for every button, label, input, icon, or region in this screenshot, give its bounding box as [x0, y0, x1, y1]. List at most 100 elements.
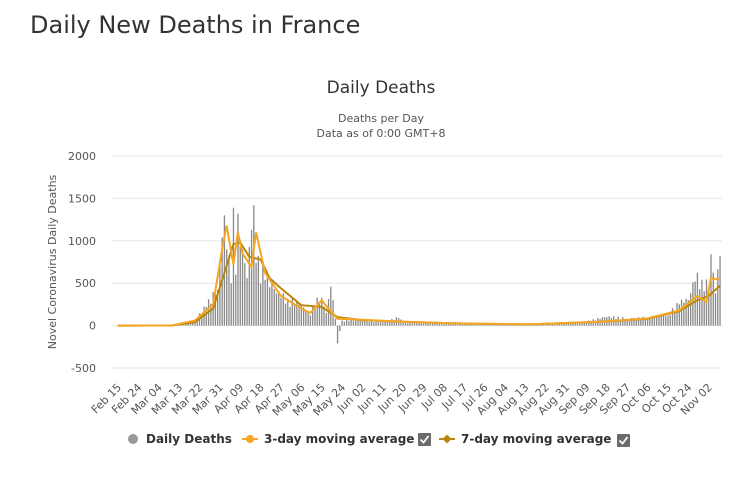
daily-deaths-bar	[287, 301, 289, 326]
daily-deaths-bar	[201, 314, 203, 326]
legend-item-3-day-average[interactable]: 3-day moving average	[242, 432, 414, 446]
legend-3-day-marker	[246, 435, 254, 443]
daily-deaths-bar	[708, 289, 710, 326]
daily-deaths-bar	[445, 322, 447, 326]
daily-deaths-bar	[377, 322, 379, 326]
chart-title: Daily Deaths	[327, 78, 436, 98]
daily-deaths-bar	[431, 323, 434, 326]
daily-deaths-bar	[635, 318, 637, 326]
daily-deaths-bar	[418, 323, 420, 326]
legend-3-day-checkbox[interactable]	[418, 433, 431, 446]
daily-deaths-bar	[560, 324, 563, 326]
daily-deaths-bar	[669, 315, 671, 326]
daily-deaths-bar	[343, 321, 346, 326]
daily-deaths-bar	[590, 321, 592, 326]
daily-deaths-bar	[370, 320, 373, 326]
daily-deaths-bar	[640, 318, 642, 326]
daily-deaths-bar	[352, 320, 355, 326]
daily-deaths-bar	[551, 323, 554, 326]
daily-deaths-bar	[416, 322, 418, 326]
daily-deaths-bar	[683, 302, 685, 326]
daily-deaths-bar	[348, 321, 350, 326]
daily-deaths-bar	[280, 297, 282, 326]
daily-deaths-bar	[631, 318, 633, 326]
legend-item-7-day-average[interactable]: 7-day moving average	[439, 432, 611, 446]
daily-deaths-bar	[309, 315, 312, 326]
daily-deaths-bar	[323, 306, 325, 326]
daily-deaths-bar	[413, 323, 416, 326]
daily-deaths-bar	[506, 324, 508, 326]
daily-deaths-bar	[232, 207, 235, 326]
daily-deaths-bar	[637, 317, 640, 326]
daily-deaths-bar	[486, 324, 488, 326]
daily-deaths-bar	[633, 317, 635, 326]
daily-deaths-bar	[576, 322, 579, 326]
check-icon	[419, 435, 430, 444]
daily-deaths-bar	[183, 324, 185, 326]
daily-deaths-bar	[671, 308, 674, 326]
daily-deaths-bar	[658, 316, 660, 326]
daily-deaths-bar	[185, 324, 187, 326]
daily-deaths-bar	[427, 323, 429, 326]
daily-deaths-bar	[318, 302, 321, 326]
daily-deaths-bar	[350, 319, 352, 326]
daily-deaths-bar	[717, 269, 719, 326]
daily-deaths-bar	[341, 320, 343, 326]
daily-deaths-bar	[275, 293, 278, 326]
y-axis-label: Novel Coronavirus Daily Deaths	[46, 174, 59, 349]
daily-deaths-bar	[642, 316, 644, 326]
y-tick-label: 1500	[68, 192, 96, 205]
daily-deaths-bar	[357, 320, 359, 326]
daily-deaths-bar	[626, 318, 628, 326]
daily-deaths-bar	[585, 321, 588, 326]
daily-deaths-bar	[644, 319, 647, 326]
daily-deaths-bar	[230, 283, 232, 326]
chart-subtitle-line-2: Data as of 0:00 GMT+8	[317, 127, 446, 140]
daily-deaths-bar	[300, 304, 303, 326]
daily-deaths-bar	[409, 322, 411, 326]
daily-deaths-bar	[216, 289, 219, 326]
daily-deaths-bar	[714, 293, 717, 326]
daily-deaths-bar	[699, 289, 701, 326]
page-title: Daily New Deaths in France	[30, 11, 361, 39]
daily-deaths-bar	[359, 320, 361, 326]
daily-deaths-bar	[411, 323, 413, 326]
daily-deaths-bar	[214, 294, 217, 326]
daily-deaths-bar	[407, 323, 409, 326]
daily-deaths-bar	[293, 305, 296, 326]
daily-deaths-bar	[703, 291, 705, 326]
daily-deaths-bar	[493, 324, 495, 326]
daily-deaths-bar	[696, 272, 699, 326]
daily-deaths-bar	[558, 323, 561, 326]
daily-deaths-bar	[497, 324, 499, 326]
daily-deaths-bar	[434, 322, 436, 326]
daily-deaths-bar	[226, 249, 228, 326]
daily-deaths-bar	[278, 291, 280, 326]
daily-deaths-bar	[565, 323, 567, 326]
daily-deaths-bar	[296, 300, 298, 326]
daily-deaths-bar	[502, 324, 504, 326]
daily-deaths-bar	[189, 322, 192, 326]
daily-deaths-bar	[422, 323, 425, 326]
daily-deaths-bar	[687, 300, 690, 326]
legend-7-day-checkbox[interactable]	[617, 434, 630, 447]
daily-deaths-bar	[425, 323, 427, 326]
daily-deaths-bar	[269, 287, 271, 326]
legend-3-day-label: 3-day moving average	[264, 432, 414, 446]
daily-deaths-bar	[255, 262, 257, 326]
daily-deaths-bar	[210, 303, 212, 326]
legend-item-daily-deaths[interactable]: Daily Deaths	[128, 432, 232, 446]
daily-deaths-bar	[273, 289, 275, 326]
checkbox-box	[617, 434, 630, 447]
daily-deaths-bar	[628, 318, 631, 326]
daily-deaths-bar	[674, 312, 676, 326]
daily-deaths-bar	[361, 320, 364, 326]
daily-deaths-bar	[366, 320, 368, 326]
daily-deaths-bar	[495, 324, 497, 326]
daily-deaths-bar	[364, 321, 366, 326]
daily-deaths-bar	[572, 322, 574, 326]
daily-deaths-bar	[667, 315, 669, 326]
daily-deaths-bar	[368, 321, 370, 326]
daily-deaths-bar	[307, 311, 309, 326]
